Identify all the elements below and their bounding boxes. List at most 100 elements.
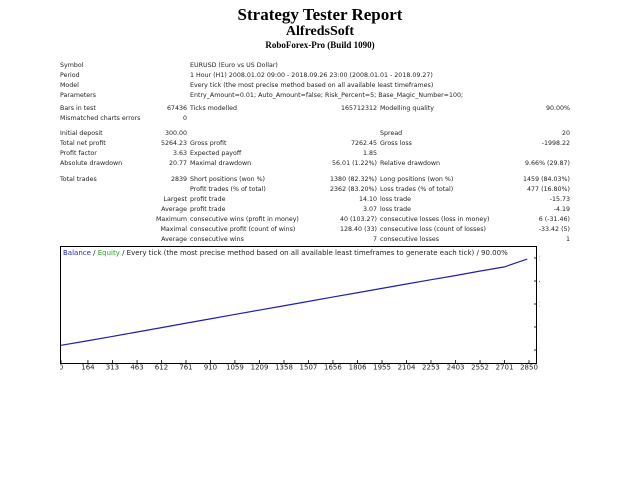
period-label: Period [60, 72, 80, 79]
net-profit-label: Total net profit [60, 140, 106, 147]
profit-trades-label: Profit trades (% of total) [190, 186, 266, 193]
ticks-label: Ticks modelled [190, 105, 238, 112]
average2-label: Average [161, 236, 187, 243]
x-tick-label: 2850 [520, 364, 538, 371]
largest-label: Largest [163, 196, 187, 203]
quality-value: 90.00% [545, 105, 570, 112]
x-tick-label: 761 [179, 364, 192, 371]
net-profit-value: 5264.23 [160, 140, 187, 147]
legend-description: / Every tick (the most precise method ba… [120, 249, 508, 257]
legend-balance: Balance [63, 249, 91, 257]
max-drawdown-label: Maximal drawdown [190, 160, 252, 167]
x-axis: 0 164 313 463 612 761 910 1059 1209 1358 1507 1656 1… [60, 360, 538, 370]
short-value: 1380 (82.32%) [330, 176, 377, 183]
total-trades-label: Total trades [60, 176, 97, 183]
short-label: Short positions (won %) [190, 176, 266, 183]
x-tick-label: 1507 [300, 364, 318, 371]
model-value: Every tick (the most precise method base… [190, 82, 434, 89]
x-tick-label: 1955 [373, 364, 391, 371]
abs-drawdown-value: 20.77 [168, 160, 187, 167]
profit-factor-value: 3.63 [172, 150, 187, 157]
x-tick-label: 463 [130, 364, 143, 371]
parameters-value: Entry_Amount=0.01; Auto_Amount=false; Ri… [190, 92, 464, 99]
parameters-label: Parameters [60, 92, 97, 99]
rel-drawdown-value: 9.66% (29.87) [525, 160, 570, 167]
expected-payoff-label: Expected payoff [190, 150, 242, 157]
x-tick-label: 2552 [471, 364, 489, 371]
y-tick-label: 4227 [539, 278, 540, 286]
max-cons-losses-value: 6 (-31.46) [538, 216, 570, 223]
average-profit-label: profit trade [190, 206, 226, 213]
bars-value: 67436 [166, 105, 187, 112]
x-tick-label: 2403 [447, 364, 465, 371]
rel-drawdown-label: Relative drawdown [380, 160, 440, 167]
gross-loss-value: -1998.22 [541, 140, 570, 147]
x-tick-label: 1209 [251, 364, 269, 371]
loss-trades-label: Loss trades (% of total) [380, 186, 454, 193]
chart-frame [60, 246, 537, 364]
period-value: 1 Hour (H1) 2008.01.02 09:00 - 2018.09.2… [190, 72, 433, 79]
largest-loss-value: -15.73 [549, 196, 570, 203]
x-tick-label: 1806 [349, 364, 367, 371]
maximal-cons-profit-label: consecutive profit (count of wins) [190, 226, 296, 233]
profit-factor-label: Profit factor [60, 150, 97, 157]
company-name: AlfredsSoft [285, 24, 355, 39]
y-tick-label: 1419 [539, 323, 540, 331]
x-tick-label: 0 [60, 364, 63, 371]
gross-profit-value: 7262.45 [350, 140, 377, 147]
initial-deposit-value: 300.00 [164, 130, 187, 137]
mismatch-label: Mismatched charts errors [60, 115, 141, 122]
balance-chart: Balance / Equity / Every tick (the most … [60, 246, 540, 370]
average-label: Average [161, 206, 187, 213]
x-tick-label: 2701 [496, 364, 514, 371]
initial-deposit-label: Initial deposit [60, 130, 103, 137]
x-tick-label: 612 [155, 364, 168, 371]
spread-label: Spread [380, 130, 403, 137]
max-cons-wins-label: consecutive wins (profit in money) [190, 216, 299, 223]
avg-cons-losses-value: 1 [565, 236, 570, 243]
symbol-value: EURUSD (Euro vs US Dollar) [190, 62, 278, 69]
model-label: Model [60, 82, 79, 89]
long-label: Long positions (won %) [380, 176, 454, 183]
avg-cons-wins-value: 7 [372, 236, 377, 243]
max-cons-losses-label: consecutive losses (loss in money) [380, 216, 490, 223]
chart-legend: Balance / Equity / Every tick (the most … [63, 249, 508, 257]
legend-separator: / [91, 249, 98, 257]
avg-cons-wins-label: consecutive wins [190, 236, 244, 243]
max-drawdown-value: 56.01 (1.22%) [332, 160, 377, 167]
loss-trades-value: 477 (16.80%) [527, 186, 570, 193]
total-trades-value: 2839 [170, 176, 187, 183]
x-tick-label: 1656 [324, 364, 342, 371]
x-tick-label: 1358 [275, 364, 293, 371]
maximal-cons-profit-value: 128.40 (33) [340, 226, 377, 233]
largest-loss-label: loss trade [380, 196, 411, 203]
x-tick-label: 2104 [398, 364, 416, 371]
abs-drawdown-label: Absolute drawdown [60, 160, 123, 167]
mismatch-value: 0 [182, 115, 187, 122]
balance-line [60, 258, 528, 346]
x-tick-label: 313 [106, 364, 119, 371]
server-name: RoboForex-Pro (Build 1090) [265, 40, 375, 50]
y-tick-label: 5632 [539, 255, 540, 263]
spread-value: 20 [561, 130, 570, 137]
ticks-value: 165712312 [340, 105, 377, 112]
max-cons-wins-value: 40 (103.27) [340, 216, 377, 223]
maximum-label: Maximum [155, 216, 187, 223]
average-profit-value: 3.07 [362, 206, 377, 213]
largest-profit-value: 14.10 [358, 196, 377, 203]
quality-label: Modelling quality [380, 105, 434, 112]
gross-profit-label: Gross profit [190, 140, 227, 147]
legend-equity: Equity [98, 249, 120, 257]
y-tick-label: 2823 [539, 301, 540, 309]
avg-cons-losses-label: consecutive losses [380, 236, 440, 243]
maximal-label: Maximal [160, 226, 187, 233]
bars-label: Bars in test [60, 105, 96, 112]
largest-profit-label: profit trade [190, 196, 226, 203]
x-tick-label: 910 [204, 364, 217, 371]
y-axis: 5632 4227 2823 1419 14 [534, 255, 540, 355]
gross-loss-label: Gross loss [380, 140, 412, 147]
expected-payoff-value: 1.85 [362, 150, 377, 157]
profit-trades-value: 2362 (83.20%) [330, 186, 377, 193]
x-tick-label: 164 [81, 364, 95, 371]
maximal-cons-loss-value: -33.42 (5) [538, 226, 570, 233]
